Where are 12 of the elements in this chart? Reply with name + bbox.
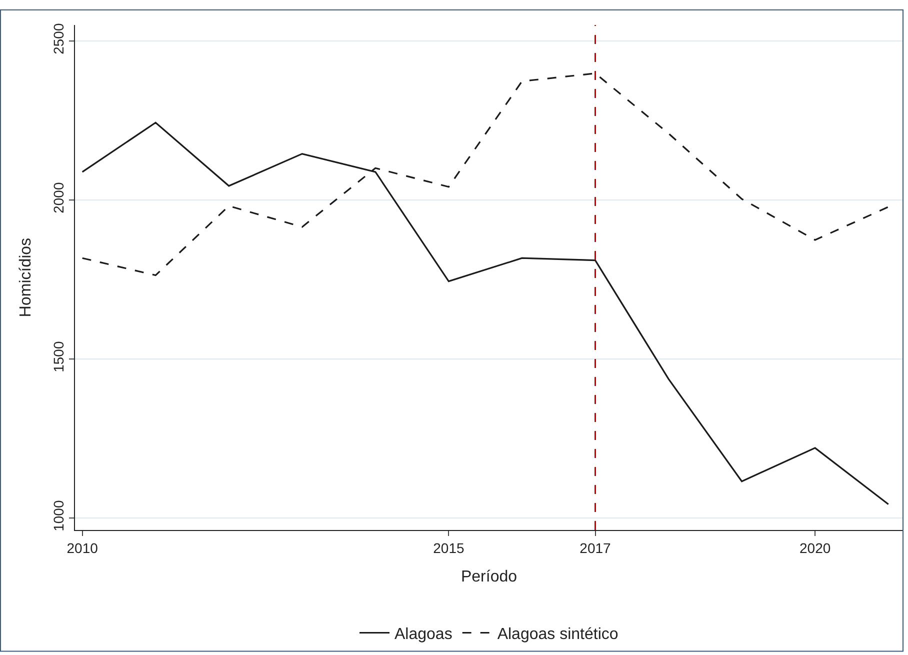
x-axis-title: Período — [460, 568, 518, 586]
x-tick-label: 2017 — [580, 540, 612, 556]
y-tick-label: 2000 — [50, 182, 66, 214]
x-tick-label: 2010 — [66, 540, 98, 556]
y-axis-title: Homicídios — [17, 238, 34, 318]
y-tick-label: 1500 — [50, 341, 66, 372]
x-tick-label: 2020 — [799, 540, 831, 556]
x-tick-label: 2015 — [433, 540, 464, 556]
legend-label: Alagoas sintético — [497, 626, 618, 643]
y-tick-label: 1000 — [50, 500, 66, 532]
y-tick-label: 2500 — [50, 23, 66, 54]
legend-label: Alagoas — [394, 626, 452, 643]
